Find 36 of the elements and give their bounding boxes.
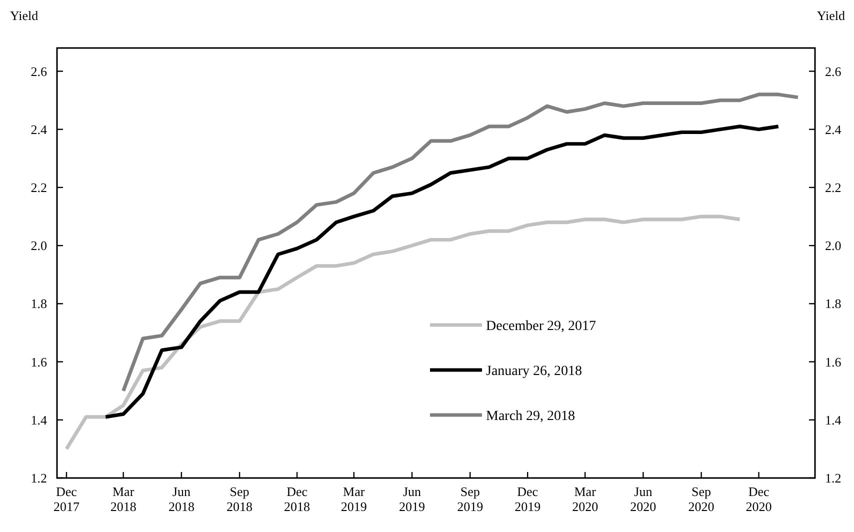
x-tick-label: Mar 2019 bbox=[340, 484, 367, 514]
line-series bbox=[122, 92, 800, 393]
y2-tick-label: 1.4 bbox=[825, 412, 842, 428]
y2-tick-label: 1.2 bbox=[825, 470, 842, 486]
y2-tick-label: 2.2 bbox=[825, 180, 842, 196]
y2-tick-label: 1.8 bbox=[825, 296, 842, 312]
y2-tick-label: 1.6 bbox=[825, 354, 842, 370]
x-tick-label: Dec 2017 bbox=[53, 484, 80, 514]
y-tick-label: 1.6 bbox=[30, 354, 48, 370]
x-tick-label: Sep 2019 bbox=[457, 484, 484, 514]
y-tick-label: 2.6 bbox=[30, 64, 48, 79]
x-tick-label: Dec 2020 bbox=[746, 484, 772, 514]
y2-tick-label: 2.4 bbox=[825, 122, 842, 137]
legend-label: January 26, 2018 bbox=[486, 364, 582, 379]
x-tick-label: Mar 2018 bbox=[110, 484, 136, 514]
y-axis-title: Yield bbox=[10, 8, 39, 23]
y-tick-label: 2.4 bbox=[30, 122, 48, 137]
y-tick-label: 2.0 bbox=[30, 238, 47, 254]
x-tick-label: Jun 2019 bbox=[398, 484, 425, 514]
x-tick-label: Jun 2018 bbox=[168, 484, 194, 514]
x-tick-label: Mar 2020 bbox=[572, 484, 598, 514]
y-tick-label: 1.2 bbox=[30, 470, 47, 486]
legend-label: March 29, 2018 bbox=[486, 408, 576, 424]
y-tick-label: 1.4 bbox=[30, 412, 48, 428]
y2-tick-label: 2.6 bbox=[825, 64, 842, 79]
x-tick-label: Sep 2020 bbox=[688, 484, 714, 514]
x-tick-label: Dec 2019 bbox=[514, 484, 541, 514]
line-series bbox=[64, 214, 742, 451]
x-tick-label: Sep 2018 bbox=[226, 484, 253, 514]
y2-axis-title: Yield bbox=[816, 8, 846, 23]
y-tick-label: 2.2 bbox=[30, 180, 47, 196]
x-tick-label: Jun 2020 bbox=[630, 484, 656, 514]
y2-tick-label: 2.0 bbox=[825, 238, 842, 254]
y-tick-label: 1.8 bbox=[30, 296, 47, 312]
legend-label: December 29, 2017 bbox=[486, 318, 596, 334]
x-tick-label: Dec 2018 bbox=[284, 484, 310, 514]
